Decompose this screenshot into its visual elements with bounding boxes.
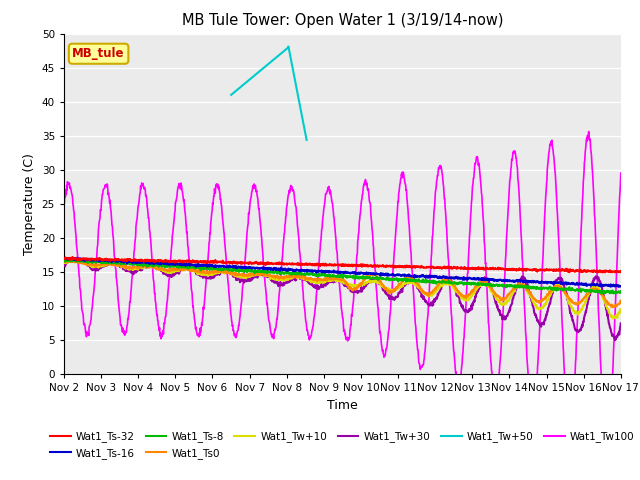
- Wat1_Ts-8: [171, 263, 179, 268]
- Line: Wat1_Tw+30: Wat1_Tw+30: [64, 258, 621, 340]
- Wat1_Tw+30: [429, 302, 437, 308]
- Wat1_Tw+30: [246, 276, 254, 281]
- Wat1_Ts-16: [171, 261, 179, 266]
- Wat1_Tw100: [246, 200, 254, 205]
- Wat1_Tw100: [585, 129, 593, 134]
- Wat1_Ts-16: [429, 273, 437, 279]
- Wat1_Tw+30: [184, 265, 192, 271]
- Line: Wat1_Tw+50: Wat1_Tw+50: [231, 47, 307, 140]
- Line: Wat1_Ts-8: Wat1_Ts-8: [64, 259, 621, 294]
- Line: Wat1_Ts0: Wat1_Ts0: [64, 261, 621, 307]
- Wat1_Ts0: [68, 258, 76, 264]
- Wat1_Ts-16: [617, 284, 625, 289]
- Wat1_Tw+10: [609, 315, 616, 321]
- Wat1_Ts0: [60, 259, 68, 264]
- Wat1_Ts-16: [246, 264, 254, 270]
- Wat1_Ts-32: [551, 267, 559, 273]
- Wat1_Ts0: [246, 272, 254, 278]
- Wat1_Ts0: [171, 267, 179, 273]
- Wat1_Ts-8: [65, 256, 72, 262]
- Wat1_Ts-16: [60, 256, 68, 262]
- Wat1_Ts-8: [429, 280, 437, 286]
- Wat1_Ts0: [429, 288, 437, 294]
- Wat1_Ts-32: [429, 264, 437, 270]
- Line: Wat1_Ts-32: Wat1_Ts-32: [64, 257, 621, 272]
- Wat1_Ts-32: [60, 256, 68, 262]
- Wat1_Ts-32: [599, 269, 607, 275]
- Wat1_Ts-8: [246, 267, 254, 273]
- Wat1_Ts0: [184, 267, 192, 273]
- Wat1_Tw+10: [429, 291, 437, 297]
- Line: Wat1_Tw+10: Wat1_Tw+10: [64, 259, 621, 318]
- Wat1_Tw+30: [611, 337, 619, 343]
- Wat1_Tw+10: [72, 256, 80, 262]
- Wat1_Ts0: [502, 295, 509, 301]
- Wat1_Tw+10: [184, 267, 192, 273]
- Wat1_Ts-16: [184, 262, 192, 268]
- Wat1_Ts-8: [60, 258, 68, 264]
- Wat1_Tw100: [603, 440, 611, 445]
- Wat1_Ts-16: [551, 279, 559, 285]
- Wat1_Tw100: [60, 201, 68, 207]
- Wat1_Ts-32: [246, 260, 254, 266]
- Wat1_Tw+30: [551, 280, 559, 286]
- Wat1_Tw+10: [551, 284, 559, 289]
- Wat1_Tw+10: [60, 258, 68, 264]
- Wat1_Tw100: [170, 215, 178, 221]
- Wat1_Tw+30: [502, 315, 509, 321]
- X-axis label: Time: Time: [327, 399, 358, 412]
- Legend: Wat1_Ts-32, Wat1_Ts-16, Wat1_Ts-8, Wat1_Ts0, Wat1_Tw+10, Wat1_Tw+30, Wat1_Tw+50,: Wat1_Ts-32, Wat1_Ts-16, Wat1_Ts-8, Wat1_…: [46, 427, 639, 463]
- Wat1_Tw+10: [246, 272, 254, 278]
- Wat1_Tw+10: [502, 300, 509, 306]
- Wat1_Tw100: [184, 243, 191, 249]
- Title: MB Tule Tower: Open Water 1 (3/19/14-now): MB Tule Tower: Open Water 1 (3/19/14-now…: [182, 13, 503, 28]
- Wat1_Ts0: [551, 284, 559, 290]
- Wat1_Tw+30: [617, 321, 625, 326]
- Wat1_Tw+30: [73, 255, 81, 261]
- Wat1_Ts-32: [617, 268, 625, 274]
- Wat1_Ts-8: [617, 288, 625, 294]
- Wat1_Ts-32: [171, 260, 179, 265]
- Wat1_Ts-16: [502, 278, 509, 284]
- Wat1_Ts-32: [502, 266, 509, 272]
- Wat1_Tw+30: [171, 272, 179, 277]
- Wat1_Tw100: [502, 256, 509, 262]
- Wat1_Ts-32: [68, 254, 76, 260]
- Wat1_Tw+50: [246, 76, 254, 82]
- Wat1_Ts-32: [184, 258, 192, 264]
- Wat1_Tw100: [617, 170, 625, 176]
- Line: Wat1_Tw100: Wat1_Tw100: [64, 132, 621, 443]
- Wat1_Ts-8: [551, 285, 559, 291]
- Text: MB_tule: MB_tule: [72, 47, 125, 60]
- Wat1_Ts-8: [598, 291, 605, 297]
- Wat1_Tw100: [429, 232, 436, 238]
- Wat1_Tw100: [551, 165, 559, 170]
- Line: Wat1_Ts-16: Wat1_Ts-16: [64, 258, 621, 287]
- Y-axis label: Temperature (C): Temperature (C): [23, 153, 36, 255]
- Wat1_Ts-16: [607, 284, 614, 289]
- Wat1_Tw+30: [60, 262, 68, 267]
- Wat1_Ts0: [617, 298, 625, 304]
- Wat1_Ts-16: [68, 255, 76, 261]
- Wat1_Ts-8: [502, 284, 509, 290]
- Wat1_Ts0: [610, 304, 618, 310]
- Wat1_Tw+10: [617, 306, 625, 312]
- Wat1_Tw+10: [171, 269, 179, 275]
- Wat1_Ts-8: [184, 264, 192, 269]
